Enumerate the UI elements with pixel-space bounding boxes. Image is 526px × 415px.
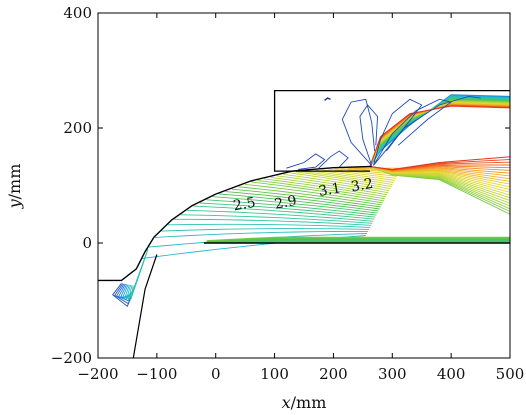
x-tick-label: −100 xyxy=(136,365,177,383)
recirculation-line xyxy=(324,97,331,101)
cowl-outline xyxy=(273,89,510,172)
x-tick-label: −200 xyxy=(77,365,118,383)
contour-line xyxy=(251,181,385,202)
recirculation-line xyxy=(373,95,481,166)
contour-line xyxy=(328,168,397,177)
contour-line xyxy=(231,188,381,208)
recirculation-line xyxy=(341,98,376,166)
contour-line xyxy=(206,199,377,216)
contour-line xyxy=(369,101,511,167)
contour-line xyxy=(161,228,370,232)
contour-value-labels: 2.5 2.9 3.1 3.2 xyxy=(232,176,374,215)
y-tick-label: 0 xyxy=(82,234,92,252)
contour-line xyxy=(219,193,379,212)
contour-line xyxy=(244,183,383,204)
contour-line xyxy=(296,171,392,188)
contour-line xyxy=(283,173,390,192)
wall-layer-line xyxy=(206,236,510,242)
x-tick-label: 500 xyxy=(496,365,525,383)
contour-line xyxy=(187,209,374,222)
y-tick-label: 400 xyxy=(63,4,92,22)
contour-value-label: 3.2 xyxy=(350,176,375,196)
geometry-outline xyxy=(98,89,510,359)
contour-line xyxy=(123,254,147,301)
contour-line xyxy=(154,230,368,238)
recirculation-line xyxy=(373,98,453,166)
y-tick-label: −200 xyxy=(51,349,92,367)
contour-line xyxy=(369,156,511,170)
contour-line xyxy=(174,218,372,226)
x-tick-label: 0 xyxy=(211,365,221,383)
contour-line xyxy=(289,172,391,190)
contour-line xyxy=(276,175,389,194)
contour-lines xyxy=(112,94,511,308)
contour-line xyxy=(199,202,376,218)
x-tick-label: 400 xyxy=(437,365,466,383)
contour-line xyxy=(257,180,386,200)
contour-value-label: 2.9 xyxy=(273,193,298,213)
contour-line xyxy=(225,191,380,210)
contour-line xyxy=(167,223,371,228)
contour-value-label: 3.1 xyxy=(317,180,342,200)
axis-ticks: −200 −100 0 100 200 300 400 500 −200 0 200 400 xyxy=(51,4,525,383)
contour-line xyxy=(180,214,373,224)
contour-line xyxy=(309,170,394,183)
y-axis-title: y/mm xyxy=(5,164,24,210)
contour-value-label: 2.5 xyxy=(232,195,257,215)
recirculation-line xyxy=(318,150,349,169)
contour-line xyxy=(302,170,393,186)
x-tick-label: 200 xyxy=(319,365,348,383)
x-axis-title: x/mm xyxy=(282,393,327,412)
contour-line xyxy=(125,252,148,300)
x-tick-label: 300 xyxy=(378,365,407,383)
contour-line xyxy=(212,196,378,214)
lower-wall xyxy=(132,254,158,359)
contour-line xyxy=(315,169,395,181)
contour-line xyxy=(129,248,149,301)
x-tick-label: 100 xyxy=(260,365,289,383)
recirculation-line xyxy=(286,153,326,170)
y-tick-label: 200 xyxy=(63,119,92,137)
plot-frame xyxy=(97,12,511,359)
contour-line xyxy=(264,178,387,198)
contour-line xyxy=(193,205,375,220)
contour-line xyxy=(238,186,382,206)
contour-line xyxy=(270,176,388,196)
contour-line xyxy=(369,105,511,167)
contour-line xyxy=(115,262,144,302)
recirculation-line xyxy=(359,104,379,166)
